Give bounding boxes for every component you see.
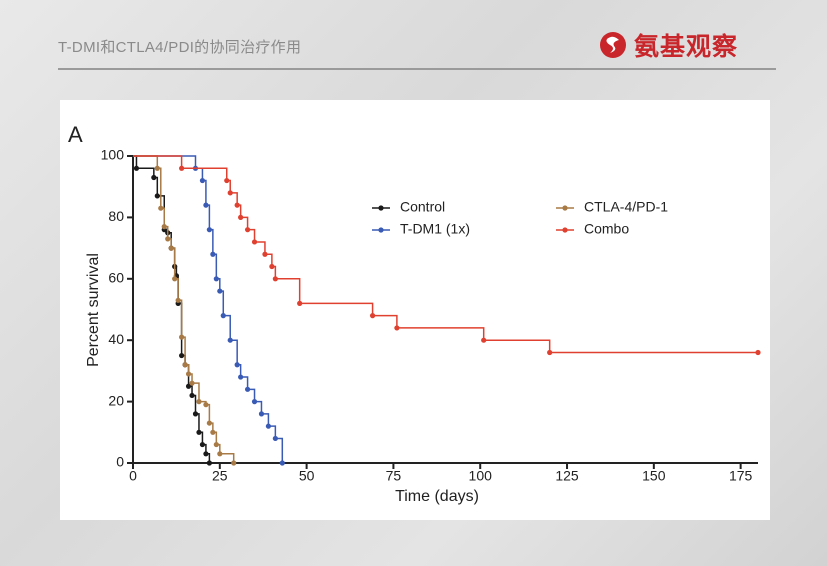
survival-point: [185, 383, 192, 389]
survival-point: [217, 451, 223, 457]
survival-point: [224, 177, 230, 184]
survival-point: [227, 190, 233, 196]
x-tick-label: 175: [729, 468, 753, 484]
survival-point: [220, 313, 226, 319]
survival-point: [206, 227, 212, 233]
survival-point: [196, 399, 202, 405]
survival-point: [251, 399, 258, 405]
x-tick-label: 150: [642, 468, 666, 484]
y-tick-label: 80: [108, 208, 124, 224]
y-tick-label: 40: [108, 331, 124, 347]
y-axis-label: Percent survival: [85, 253, 102, 367]
survival-point: [394, 325, 400, 331]
survival-point: [165, 236, 171, 242]
survival-point: [210, 429, 216, 435]
y-tick-label: 20: [108, 392, 124, 408]
survival-line: [133, 155, 284, 463]
survival-point: [161, 224, 167, 230]
survival-point: [234, 362, 240, 368]
chart-panel: [60, 100, 770, 520]
logo-icon: [600, 32, 626, 58]
survival-line: [133, 155, 211, 463]
logo: 氨基观察: [598, 28, 738, 62]
survival-point: [182, 362, 188, 368]
logo-text: 氨基观察: [634, 33, 739, 61]
survival-point: [175, 297, 181, 303]
survival-point: [481, 337, 487, 343]
survival-point: [179, 165, 185, 171]
survival-point: [217, 288, 223, 294]
survival-point: [269, 263, 275, 270]
survival-point: [227, 337, 233, 343]
x-tick-label: 100: [469, 468, 493, 484]
x-tick-label: 75: [386, 468, 402, 484]
survival-point: [158, 205, 164, 211]
survival-point: [196, 429, 202, 435]
survival-point: [154, 193, 160, 199]
survival-point: [547, 349, 553, 356]
survival-point: [168, 245, 174, 251]
panel-label: A: [68, 122, 83, 147]
header-rule: [58, 68, 776, 70]
y-tick-label: 100: [101, 147, 125, 163]
survival-point: [272, 276, 278, 282]
survival-line: [133, 155, 235, 463]
survival-point: [238, 214, 244, 220]
survival-point: [206, 460, 212, 466]
legend-swatch-dot: [378, 227, 384, 233]
survival-point: [203, 402, 209, 408]
survival-point: [262, 251, 268, 257]
legend-label: CTLA-4/PD-1: [584, 199, 668, 215]
survival-point: [189, 380, 195, 386]
survival-point: [192, 411, 199, 417]
survival-point: [172, 276, 178, 282]
survival-point: [244, 227, 251, 233]
x-tick-label: 25: [212, 468, 228, 484]
survival-point: [206, 420, 212, 426]
survival-point: [210, 251, 216, 257]
survival-point: [279, 460, 285, 466]
survival-point: [265, 423, 272, 429]
survival-point: [234, 202, 240, 208]
survival-point: [251, 239, 258, 245]
survival-point: [258, 411, 265, 417]
x-tick-label: 125: [555, 468, 579, 484]
survival-point: [231, 460, 237, 466]
survival-point: [133, 165, 140, 171]
survival-point: [272, 435, 278, 442]
y-tick-label: 60: [108, 270, 124, 286]
y-tick-label: 0: [116, 454, 124, 470]
survival-point: [154, 165, 160, 171]
legend-label: Control: [400, 199, 445, 215]
legend-swatch-dot: [562, 205, 568, 211]
legend-swatch-dot: [562, 227, 568, 233]
survival-point: [213, 276, 219, 282]
survival-point: [185, 371, 192, 377]
survival-point: [238, 374, 244, 380]
survival-point: [199, 441, 206, 448]
survival-point: [203, 451, 209, 457]
legend-label: T-DM1 (1x): [400, 221, 470, 237]
x-tick-label: 50: [299, 468, 315, 484]
legend-label: Combo: [584, 221, 629, 237]
survival-point: [199, 177, 206, 184]
survival-line: [133, 155, 758, 354]
survival-point: [189, 392, 195, 399]
survival-point: [369, 313, 376, 319]
survival-point: [213, 441, 219, 448]
survival-point: [203, 202, 209, 208]
survival-point: [179, 352, 185, 359]
x-tick-label: 0: [129, 468, 137, 484]
survival-point: [297, 300, 303, 306]
survival-point: [244, 386, 251, 392]
legend-swatch-dot: [378, 205, 384, 211]
header-title: T-DMI和CTLA4/PDI的协同治疗作用: [58, 39, 302, 56]
survival-point: [755, 349, 761, 356]
x-axis-label: Time (days): [395, 488, 479, 505]
survival-point: [151, 174, 157, 181]
survival-point: [179, 334, 185, 340]
